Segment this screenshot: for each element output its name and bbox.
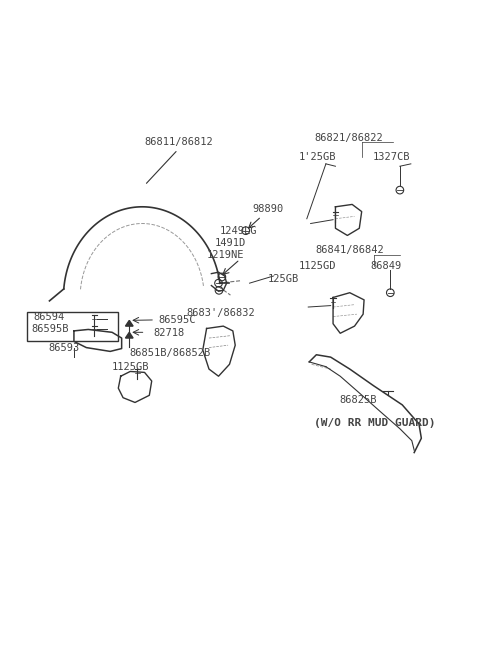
Polygon shape	[125, 321, 133, 326]
Text: 1327CB: 1327CB	[372, 152, 410, 162]
FancyBboxPatch shape	[27, 312, 118, 342]
Text: 86593: 86593	[48, 344, 79, 353]
Text: 125GB: 125GB	[268, 274, 299, 284]
Text: 86821/86822: 86821/86822	[314, 133, 383, 143]
Text: 86595C: 86595C	[159, 315, 196, 325]
Text: 1491D: 1491D	[215, 238, 246, 248]
Text: 86851B/86852B: 86851B/86852B	[129, 348, 211, 357]
Text: 86594: 86594	[34, 312, 65, 323]
Text: 82718: 82718	[153, 328, 184, 338]
Text: 98890: 98890	[252, 204, 283, 214]
Text: 1219NE: 1219NE	[206, 250, 244, 260]
Text: 1125GD: 1125GD	[298, 261, 336, 271]
Text: 8683'/86832: 8683'/86832	[187, 307, 255, 317]
Text: 86849: 86849	[370, 261, 402, 271]
Text: (W/O RR MUD GUARD): (W/O RR MUD GUARD)	[314, 419, 435, 428]
Text: 86841/86842: 86841/86842	[315, 245, 384, 255]
Text: 1125GB: 1125GB	[112, 362, 150, 372]
Text: 86811/86812: 86811/86812	[144, 137, 213, 147]
Text: 86825B: 86825B	[339, 395, 377, 405]
Polygon shape	[125, 332, 133, 338]
Text: 1'25GB: 1'25GB	[298, 152, 336, 162]
Text: 1249LG: 1249LG	[220, 226, 257, 236]
Text: 86595B: 86595B	[32, 324, 69, 334]
